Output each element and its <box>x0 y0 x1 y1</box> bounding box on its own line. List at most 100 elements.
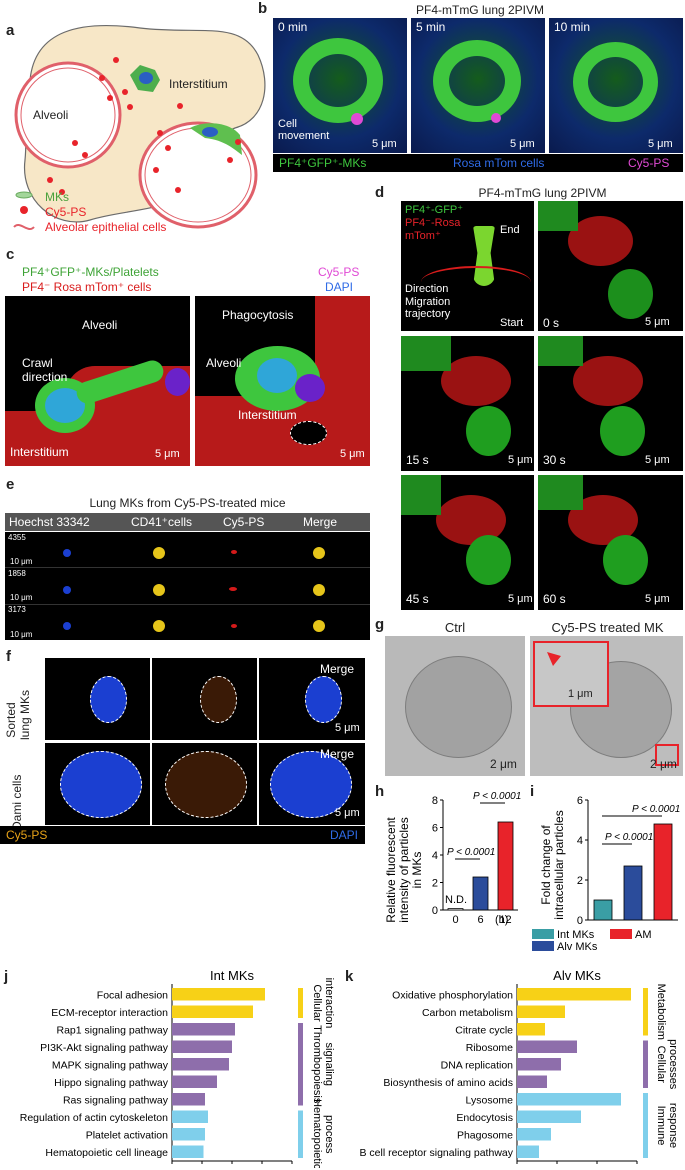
c-interstitium-1: Interstitium <box>10 445 69 459</box>
scale-d4: 5 μm <box>508 593 533 605</box>
f-legend-bar: Cy5-PS DAPI <box>0 826 365 844</box>
panel-label-e: e <box>6 476 15 493</box>
panel-b-frame-0 <box>273 18 407 153</box>
panel-f-row1 <box>45 658 365 740</box>
g-red-arrowhead <box>547 652 561 666</box>
d-time-15: 15 s <box>406 453 429 467</box>
bar-Ribosome <box>517 1040 577 1053</box>
category-label: Focal adhesion <box>97 990 168 1002</box>
panel-c-image-1 <box>5 296 190 466</box>
e-scale-1: 10 μm <box>10 557 33 566</box>
panel-c-image-2 <box>195 296 370 466</box>
e-id-1: 4355 <box>8 533 26 542</box>
f-legend-dapi: DAPI <box>330 828 359 842</box>
group-label-0-0: Cellular <box>311 984 323 1022</box>
y-tick-label: 6 <box>577 795 583 807</box>
y-axis-label-0: Fold change of <box>539 825 553 905</box>
p-annot-1: P < 0.0001 <box>447 847 495 858</box>
f-row2-label: Dami cells <box>10 774 24 830</box>
legend-b-mk: PF4⁺GFP⁺-MKs <box>279 156 367 170</box>
category-label: Hippo signaling pathway <box>54 1077 169 1089</box>
e-scale-2: 10 μm <box>10 593 33 602</box>
c-header-mk: PF4⁺GFP⁺-MKs/Platelets <box>22 265 159 279</box>
bar-Oxidative phosphorylation <box>517 988 631 1001</box>
y-tick-label: 6 <box>432 823 438 835</box>
y-tick-label: 2 <box>432 878 438 890</box>
bar-Int MKs <box>593 899 613 921</box>
group-bar-2 <box>298 1110 303 1158</box>
category-label: Ribosome <box>466 1042 513 1054</box>
category-label: ECM-receptor interaction <box>51 1007 168 1019</box>
d-legend-gfp: PF4⁺-GFP⁺ <box>405 204 464 216</box>
bar-12 <box>497 821 514 911</box>
x-tick-label: 40 <box>286 1167 298 1168</box>
c-alveoli-2: Alveoli <box>206 356 242 370</box>
chart-title: Alv MKs <box>553 968 601 983</box>
bar-Regulation of actin cytoskeleton <box>172 1110 208 1123</box>
bar-Phagosome <box>517 1128 551 1141</box>
e-id-2: 1858 <box>8 569 26 578</box>
d-time-45: 45 s <box>406 592 429 606</box>
group-bar-1 <box>298 1023 303 1106</box>
time-10min: 10 min <box>554 20 591 34</box>
d-legend-mtom: mTom⁺ <box>405 230 441 242</box>
y-tick-label: 8 <box>432 795 438 807</box>
panel-b-frame-5 <box>411 18 545 153</box>
group-label-1-1: signaling <box>323 1043 335 1086</box>
c-crawl-direction: Crawl direction <box>22 356 68 384</box>
legend-label-Int MKs: Int MKs <box>557 929 595 941</box>
legend-swatch-AM <box>610 929 632 939</box>
d-time-0: 0 s <box>543 316 560 330</box>
chart-title: Int MKs <box>210 968 255 983</box>
category-label: DNA replication <box>441 1060 514 1072</box>
scale-c1: 5 μm <box>155 448 180 460</box>
panel-b-legend-bar: PF4⁺GFP⁺-MKs Rosa mTom cells Cy5-PS <box>273 154 683 172</box>
g-inset-scale: 1 μm <box>568 688 593 700</box>
x-tick-label: 6 <box>477 914 483 926</box>
category-label: Platelet activation <box>86 1130 168 1142</box>
g-scale-2: 2 μm <box>650 757 677 771</box>
e-col-merge: Merge <box>303 515 338 529</box>
bar-Hematopoietic cell lineage <box>172 1145 204 1158</box>
panel-label-h: h <box>375 783 385 800</box>
bar-0 <box>447 908 464 911</box>
bar-Alv MKs <box>623 865 643 921</box>
time-0min: 0 min <box>278 20 308 34</box>
d-direction: Direction <box>405 283 449 295</box>
f-legend-cy5: Cy5-PS <box>6 828 48 842</box>
bar-Ras signaling pathway <box>172 1093 205 1106</box>
scale-d5: 5 μm <box>645 593 670 605</box>
d-end: End <box>500 224 520 236</box>
g-treated-image <box>530 636 683 776</box>
y-tick-label: 2 <box>577 875 583 887</box>
p-annot-2: P < 0.0001 <box>632 804 680 815</box>
panel-d-frame-45 <box>401 475 534 610</box>
scale-d1: 5 μm <box>645 316 670 328</box>
scale-c2: 5 μm <box>340 448 365 460</box>
category-label: Regulation of actin cytoskeleton <box>20 1112 168 1124</box>
g-treated-label: Cy5-PS treated MK <box>551 620 664 635</box>
chart-h: 0 2 4 6 8 0 6 12 Relative fluorescent intensity o… <box>384 791 521 926</box>
category-label: Endocytosis <box>456 1112 513 1124</box>
d-time-60: 60 s <box>543 592 566 606</box>
y-tick-label: 0 <box>432 905 438 917</box>
y-tick-label: 4 <box>432 850 438 862</box>
group-label-0-1: interaction <box>323 978 335 1029</box>
legend-cy5ps: Cy5-PS <box>45 205 87 219</box>
panel-d-frame-15 <box>401 336 534 471</box>
y-axis-label-1: intensity of particles <box>397 817 411 922</box>
group-label-2-0: Hematopoietic <box>311 1099 323 1168</box>
c-header-dapi: DAPI <box>325 280 354 294</box>
scale-b1: 5 μm <box>372 138 397 150</box>
bar-Rap1 signaling pathway <box>172 1023 235 1036</box>
panel-label-c: c <box>6 246 15 263</box>
e-col-hoechst: Hoechst 33342 <box>9 515 90 529</box>
bar-Endocytosis <box>517 1110 581 1123</box>
panel-label-a: a <box>6 22 15 39</box>
bar-ECM-receptor interaction <box>172 1005 253 1018</box>
bar-Focal adhesion <box>172 988 265 1001</box>
panel-label-j: j <box>4 968 9 985</box>
d-migration: Migration trajectory <box>405 296 451 320</box>
e-col-cy5: Cy5-PS <box>223 515 265 529</box>
nd-annotation: N.D. <box>445 894 467 906</box>
